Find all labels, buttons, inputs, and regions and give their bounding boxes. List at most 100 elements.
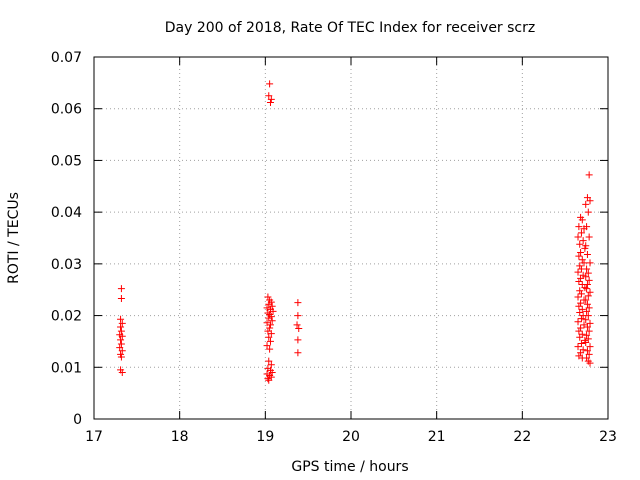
data-point — [117, 327, 125, 335]
data-point — [294, 336, 302, 344]
data-point — [269, 307, 277, 315]
data-point — [579, 237, 587, 245]
data-point — [577, 274, 585, 282]
data-point — [583, 300, 591, 308]
grid-lines — [94, 57, 608, 419]
data-point — [577, 349, 585, 357]
data-point — [577, 339, 585, 347]
x-tick-label: 23 — [599, 429, 617, 445]
data-point — [268, 317, 276, 325]
data-point — [118, 332, 126, 340]
data-point — [117, 315, 125, 323]
data-point — [263, 304, 271, 312]
data-point — [583, 223, 591, 231]
data-point — [574, 233, 582, 241]
data-point — [574, 343, 582, 351]
data-point — [574, 318, 582, 326]
data-point — [267, 95, 275, 103]
y-tick-label: 0.07 — [51, 50, 82, 66]
data-point — [575, 327, 583, 335]
y-tick-label: 0.02 — [51, 309, 82, 325]
data-point — [294, 349, 302, 357]
data-point — [294, 299, 302, 307]
y-axis-label: ROTI / TECUs — [6, 192, 22, 284]
y-tick-label: 0 — [73, 412, 82, 428]
data-point — [586, 319, 594, 327]
data-point — [576, 308, 584, 316]
data-point — [575, 277, 583, 285]
data-point — [118, 368, 126, 376]
data-point — [266, 321, 274, 329]
y-tick-label: 0.04 — [51, 205, 82, 221]
data-point — [264, 375, 272, 383]
data-point — [576, 240, 584, 248]
data-point — [266, 372, 274, 380]
data-point — [118, 319, 126, 327]
data-point — [576, 287, 584, 295]
data-point — [576, 262, 584, 270]
data-point — [577, 229, 585, 237]
data-point — [583, 354, 591, 362]
data-point — [583, 265, 591, 273]
data-point — [117, 285, 125, 293]
data-point — [586, 343, 594, 351]
data-point — [583, 285, 591, 293]
data-point — [583, 307, 591, 315]
data-point — [117, 295, 125, 303]
y-tick-label: 0.01 — [51, 360, 82, 376]
data-point — [585, 233, 593, 241]
data-point — [577, 290, 585, 298]
data-point — [266, 337, 274, 345]
data-point — [584, 292, 592, 300]
data-point — [574, 268, 582, 276]
data-point — [584, 208, 592, 216]
data-point — [117, 340, 125, 348]
data-point — [264, 293, 272, 301]
data-point — [117, 336, 125, 344]
data-point — [577, 248, 585, 256]
data-point — [582, 296, 590, 304]
data-point — [263, 342, 271, 350]
data-point — [264, 309, 272, 317]
data-point — [574, 293, 582, 301]
data-point — [294, 312, 302, 320]
data-point — [586, 197, 594, 205]
data-point — [582, 242, 590, 250]
axis-ticks: 17 18 19 20 21 22 23 0 0.01 0.02 0.03 0.04 0.05 0.06 0… — [51, 50, 617, 445]
data-point — [584, 335, 592, 343]
data-point — [575, 302, 583, 310]
data-point — [577, 299, 585, 307]
data-point — [585, 350, 593, 358]
data-point — [265, 333, 273, 341]
y-tick-label: 0.03 — [51, 257, 82, 273]
data-points — [116, 80, 594, 384]
chart-title: Day 200 of 2018, Rate Of TEC Index for r… — [165, 20, 535, 36]
data-point — [584, 269, 592, 277]
data-point — [585, 304, 593, 312]
data-point — [266, 80, 274, 88]
x-axis-label: GPS time / hours — [291, 459, 408, 475]
data-point — [578, 256, 586, 264]
data-point — [577, 324, 585, 332]
data-point — [267, 361, 275, 369]
data-point — [585, 327, 593, 335]
data-point — [586, 359, 594, 367]
data-point — [582, 273, 590, 281]
y-tick-label: 0.05 — [51, 153, 82, 169]
data-point — [117, 353, 125, 361]
data-point — [583, 347, 591, 355]
data-point — [575, 223, 583, 231]
data-point — [266, 324, 274, 332]
data-point — [265, 357, 273, 365]
x-tick-label: 19 — [256, 429, 274, 445]
data-point — [265, 376, 273, 384]
data-point — [580, 259, 588, 267]
data-point — [295, 325, 303, 332]
data-point — [266, 345, 274, 353]
data-point — [575, 252, 583, 260]
y-tick-label: 0.06 — [51, 102, 82, 118]
data-point — [583, 323, 591, 331]
x-tick-label: 22 — [513, 429, 531, 445]
data-point — [583, 251, 591, 259]
